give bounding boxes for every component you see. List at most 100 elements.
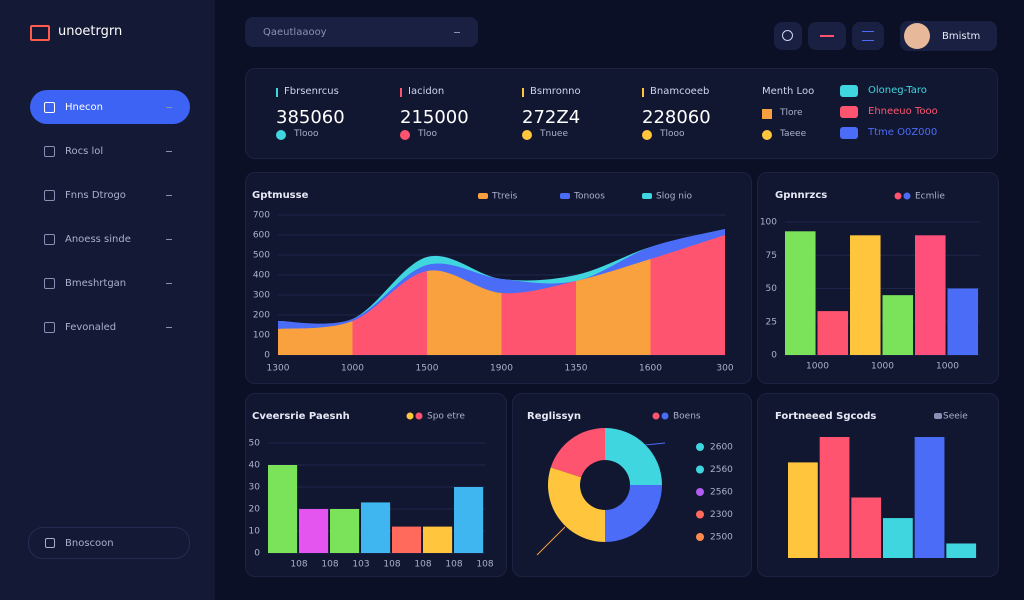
y-tick-label: 500	[253, 251, 270, 261]
stat-marker	[522, 88, 524, 97]
x-tick-label: 300	[716, 364, 733, 374]
legend-dot	[903, 192, 911, 200]
nav-item[interactable]: Fevonaled	[30, 310, 190, 344]
y-tick-label: 0	[771, 351, 777, 361]
footer-label: Bnoscoon	[65, 537, 114, 549]
x-tick-label: 1000	[871, 362, 894, 372]
legend-dot	[934, 413, 942, 419]
pie-label: 2600	[710, 443, 733, 453]
nav-label: Rocs lol	[65, 145, 104, 157]
x-tick-label: 1350	[565, 364, 588, 374]
y-tick-label: 75	[766, 251, 777, 261]
x-tick-label: 1500	[416, 364, 439, 374]
nav-label: Fevonaled	[65, 321, 117, 333]
nav-item[interactable]: Hnecon	[30, 90, 190, 124]
bar	[851, 497, 882, 558]
stat-legend-swatch	[840, 127, 858, 139]
y-tick-label: 300	[253, 291, 270, 301]
nav-item[interactable]: Rocs lol	[30, 134, 190, 168]
stat-value: 272Z4	[522, 107, 581, 128]
legend-label: Spo etre	[427, 412, 465, 422]
y-tick-label: 20	[249, 505, 261, 515]
y-tick-label: 0	[264, 351, 270, 361]
bar	[361, 502, 391, 553]
bar	[817, 311, 849, 355]
label-dot	[696, 488, 704, 496]
bar	[819, 437, 850, 558]
stat-col-label: Taeee	[780, 129, 807, 139]
legend-label: Seeie	[943, 412, 968, 422]
stat-legend-swatch	[840, 106, 858, 118]
x-tick-label: 108	[321, 560, 338, 570]
nav-item[interactable]: Bmeshrtgan	[30, 266, 190, 300]
stats-panel	[245, 68, 998, 159]
message-button[interactable]	[808, 22, 846, 50]
nav-label: Bmeshrtgan	[65, 277, 127, 289]
notify-button[interactable]	[774, 22, 802, 50]
bar	[454, 487, 484, 553]
nav-item[interactable]: Fnns Dtrogo	[30, 178, 190, 212]
menu-button[interactable]	[852, 22, 884, 50]
stat-marker	[642, 88, 644, 97]
stat-sub: Tloo	[418, 129, 438, 139]
legend-label: Tonoos	[573, 192, 605, 202]
bar	[946, 543, 977, 558]
pie-label: 2300	[710, 510, 733, 520]
x-tick-label: 1000	[936, 362, 959, 372]
label-dot	[696, 443, 704, 451]
bar	[392, 526, 422, 553]
nav-label: Anoess sinde	[65, 233, 131, 245]
bar	[268, 465, 298, 553]
y-tick-label: 40	[249, 461, 261, 471]
pie-slice	[605, 428, 662, 485]
stat-value: 228060	[642, 107, 711, 128]
stat-col-marker	[762, 130, 772, 140]
x-tick-label: 108	[290, 560, 307, 570]
stat-sub: Tlooo	[294, 129, 319, 139]
stat-value: 215000	[400, 107, 469, 128]
chart-title: Reglissyn	[527, 411, 581, 422]
label-dot	[696, 465, 704, 474]
stat-sub: Tnuee	[540, 129, 568, 139]
leader	[644, 442, 666, 446]
x-tick-label: 108	[414, 560, 431, 570]
bar	[882, 295, 914, 355]
x-tick-label: 1900	[490, 364, 513, 374]
pie-label: 2500	[710, 533, 733, 543]
legend-label: Ttreis	[491, 192, 518, 202]
search-box[interactable]: Qaeutlaaooy	[245, 17, 478, 47]
chart-title: Cveersrie Paesnh	[252, 411, 350, 422]
bar	[788, 462, 818, 558]
search-placeholder: Qaeutlaaooy	[263, 26, 327, 38]
x-tick-label: 108	[383, 560, 400, 570]
leader	[536, 526, 566, 556]
y-tick-label: 25	[766, 317, 777, 327]
legend-dot	[652, 412, 660, 420]
user-name: Bmistm	[942, 30, 981, 42]
y-tick-label: 0	[254, 549, 260, 559]
avatar	[904, 23, 930, 49]
nav-item[interactable]: Anoess sinde	[30, 222, 190, 256]
stat-legend-label: Ehneeuo Tooo	[868, 106, 938, 117]
pie-slice	[605, 485, 662, 542]
x-tick-label: 1000	[806, 362, 829, 372]
y-tick-label: 10	[249, 527, 261, 537]
legend-swatch	[478, 193, 488, 199]
x-tick-label: 1300	[267, 364, 290, 374]
bar	[883, 518, 913, 558]
user-chip[interactable]: Bmistm	[900, 21, 997, 51]
stat-dot	[642, 130, 652, 140]
nav-label: Hnecon	[65, 101, 103, 113]
x-tick-label: 1600	[639, 364, 662, 374]
legend-dot	[406, 412, 414, 420]
legend-label: Boens	[673, 412, 701, 422]
sidebar-footer[interactable]: Bnoscoon	[28, 527, 190, 559]
bar	[915, 235, 946, 355]
y-tick-label: 30	[249, 483, 261, 493]
chart-title: Gpnnrzcs	[775, 190, 827, 201]
bar	[299, 509, 329, 553]
y-tick-label: 700	[253, 211, 270, 221]
stat-label: Iacidon	[408, 86, 445, 97]
label-dot	[696, 510, 704, 519]
